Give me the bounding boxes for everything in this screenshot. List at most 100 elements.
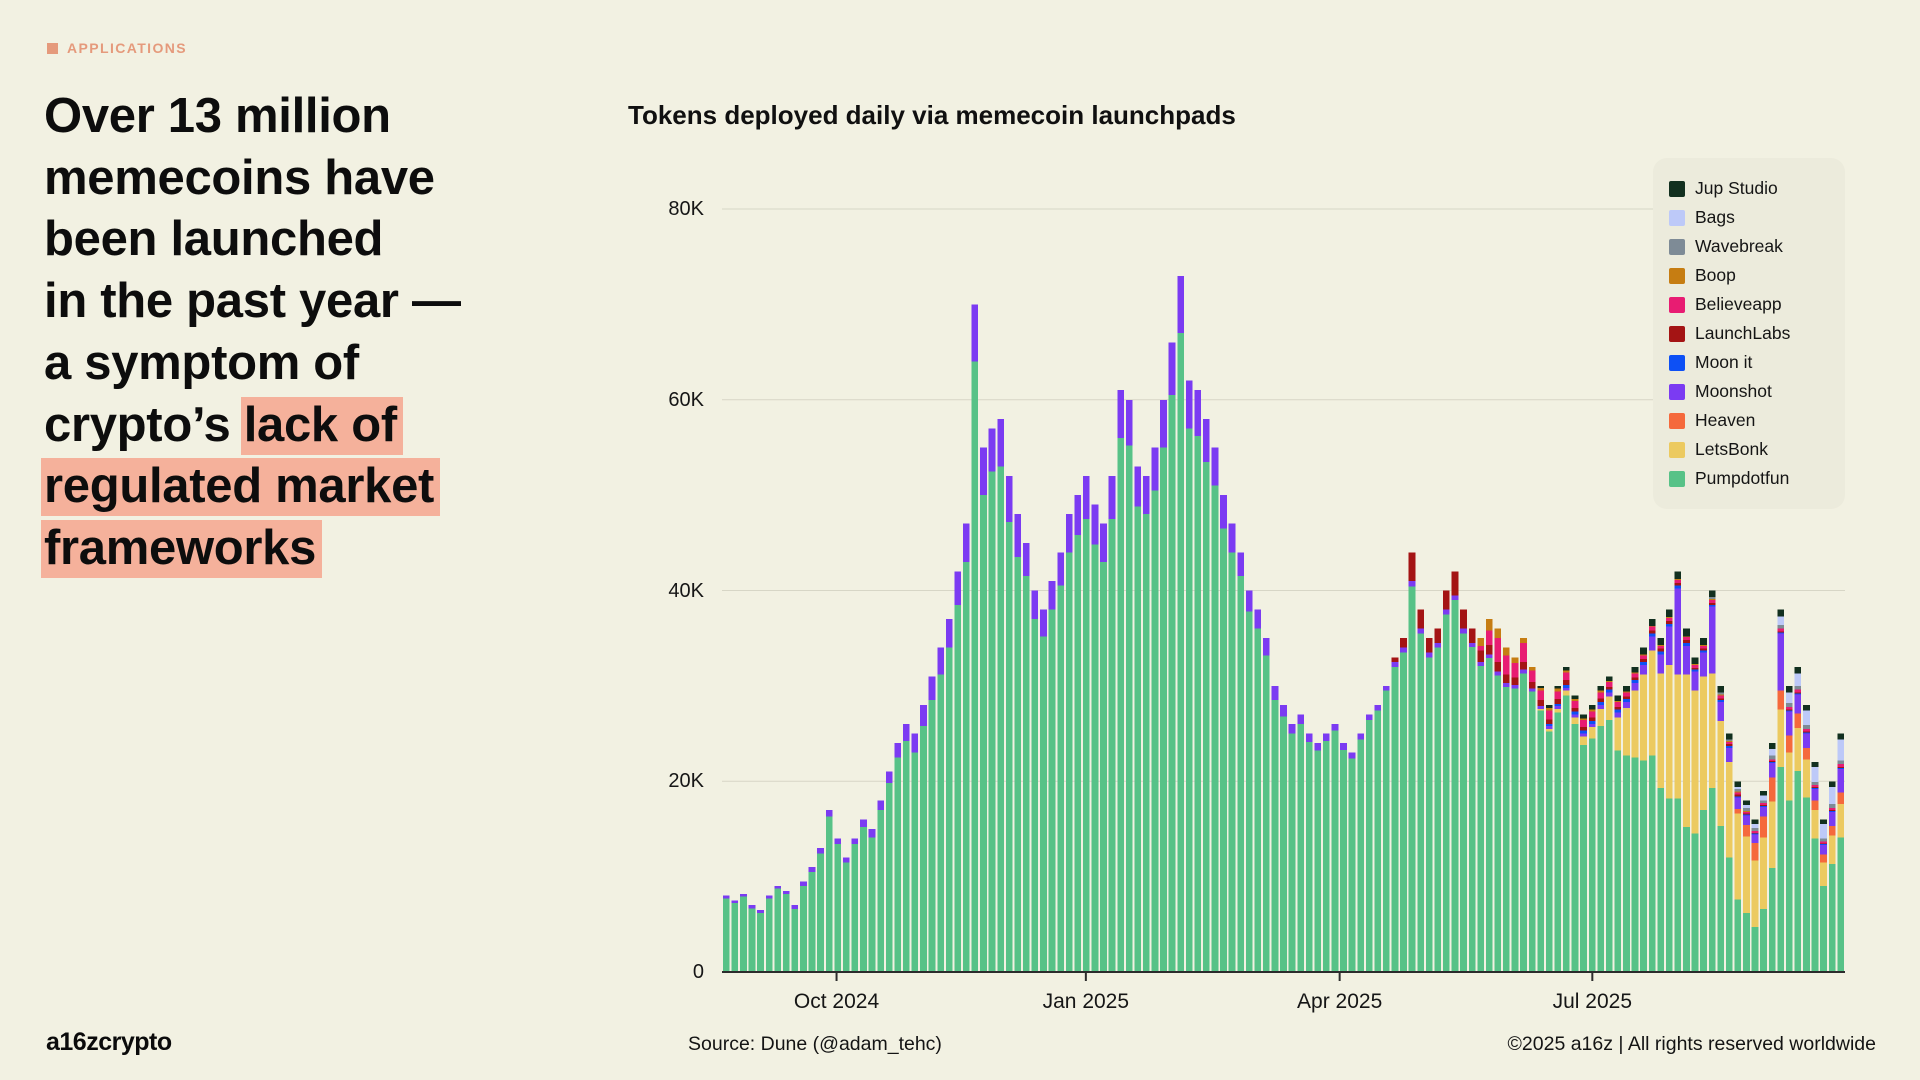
bar-segment <box>1588 709 1596 712</box>
eyebrow-square-icon <box>47 42 58 54</box>
bar-segment <box>1803 724 1810 729</box>
bar-segment <box>1717 685 1725 693</box>
bar-segment <box>1417 609 1425 629</box>
bar-segment <box>1520 638 1527 643</box>
legend-item-jup-studio: Jup Studio <box>1669 174 1831 203</box>
bar-segment <box>1460 633 1467 972</box>
bar-segment <box>1605 686 1613 690</box>
bar-segment <box>1580 714 1587 719</box>
bar-segment <box>1288 724 1296 734</box>
bar-segment <box>1143 476 1150 515</box>
bar-segment <box>962 561 970 972</box>
legend-swatch-icon <box>1669 180 1685 197</box>
bar-segment <box>1297 724 1304 972</box>
bar-segment <box>1623 699 1630 703</box>
legend-label: Moon it <box>1695 352 1753 372</box>
bar-segment <box>1477 650 1485 663</box>
bar-segment <box>1477 645 1485 651</box>
bar-segment <box>937 647 944 675</box>
y-axis-label: 40K <box>668 579 704 602</box>
bar-segment <box>1528 688 1536 692</box>
bar-segment <box>1837 767 1845 769</box>
bar-segment <box>1785 800 1793 972</box>
bar-segment <box>1494 675 1502 972</box>
bar-segment <box>851 844 859 972</box>
bar-segment <box>1305 742 1313 972</box>
eyebrow-label: APPLICATIONS <box>67 40 187 56</box>
bar-segment <box>1803 733 1810 748</box>
bar-segment <box>1785 703 1793 707</box>
bar-segment <box>1768 759 1776 762</box>
bar-segment <box>894 757 902 972</box>
bar-segment <box>1365 720 1373 972</box>
bar-segment <box>1580 718 1587 721</box>
bar-segment <box>885 771 893 784</box>
bar-segment <box>1734 792 1742 795</box>
bar-segment <box>1828 807 1836 810</box>
bar-segment <box>1708 600 1716 603</box>
bar-segment <box>911 733 919 753</box>
legend-swatch-icon <box>1669 267 1685 284</box>
bar-segment <box>1691 657 1699 664</box>
legend-item-heaven: Heaven <box>1669 406 1831 435</box>
bar-segment <box>1425 652 1433 658</box>
bar-segment <box>1468 642 1476 647</box>
legend-item-pumpdotfun: Pumpdotfun <box>1669 464 1831 493</box>
bar-segment <box>1725 739 1733 742</box>
bar-segment <box>1391 657 1399 663</box>
bar-segment <box>1220 528 1227 972</box>
bar-segment <box>1803 710 1810 725</box>
bar-segment <box>1614 750 1622 972</box>
bar-segment <box>1203 418 1210 462</box>
x-axis-label: Jan 2025 <box>1042 990 1130 1013</box>
bar-segment <box>1537 708 1545 711</box>
legend-swatch-icon <box>1669 470 1685 487</box>
bar-segment <box>1357 733 1364 740</box>
bar-segment <box>1708 604 1716 607</box>
bar-segment <box>962 523 970 562</box>
bar-segment <box>1485 658 1493 972</box>
legend-item-wavebreak: Wavebreak <box>1669 232 1831 261</box>
bar-segment <box>1725 762 1733 858</box>
bar-segment <box>842 857 850 863</box>
bar-segment <box>1760 837 1767 910</box>
bar-segment <box>1777 631 1785 633</box>
chart-title: Tokens deployed daily via memecoin launc… <box>628 100 1236 130</box>
series-bags <box>1734 616 1845 839</box>
bar-segment <box>1614 695 1622 702</box>
bar-segment <box>1254 628 1262 972</box>
legend: Jup Studio Bags Wavebreak Boop Believeapp Lau… <box>1653 158 1845 509</box>
bar-segment <box>1717 692 1725 695</box>
bar-segment <box>1794 727 1802 771</box>
bar-segment <box>1811 838 1819 972</box>
legend-label: LetsBonk <box>1695 439 1768 459</box>
bar-segment <box>1820 843 1827 845</box>
legend-swatch-icon <box>1669 296 1685 313</box>
bar-segment <box>1331 724 1339 731</box>
bar-segment <box>1563 684 1570 688</box>
bar-segment <box>1125 399 1133 446</box>
legend-label: Jup Studio <box>1695 178 1778 198</box>
bar-segment <box>1631 683 1639 691</box>
bar-segment <box>1700 809 1707 972</box>
bar-segment <box>1717 702 1725 722</box>
bar-segment <box>1785 735 1793 753</box>
bar-segment <box>1588 738 1596 972</box>
bar-segment <box>1631 677 1639 681</box>
bar-segment <box>1674 588 1682 675</box>
bar-segment <box>731 900 739 903</box>
bar-segment <box>1057 552 1064 586</box>
bar-segment <box>740 893 747 897</box>
bar-segment <box>1708 602 1716 605</box>
bar-segment <box>1665 617 1673 619</box>
bar-segment <box>1717 700 1725 703</box>
bar-segment <box>1563 690 1570 696</box>
bar-segment <box>1725 857 1733 972</box>
bar-segment <box>1700 652 1707 677</box>
bar-segment <box>1691 663 1699 665</box>
bar-segment <box>808 871 816 972</box>
bar-segment <box>1048 580 1056 610</box>
bar-segment <box>1503 686 1510 972</box>
bar-segment <box>1828 804 1836 808</box>
